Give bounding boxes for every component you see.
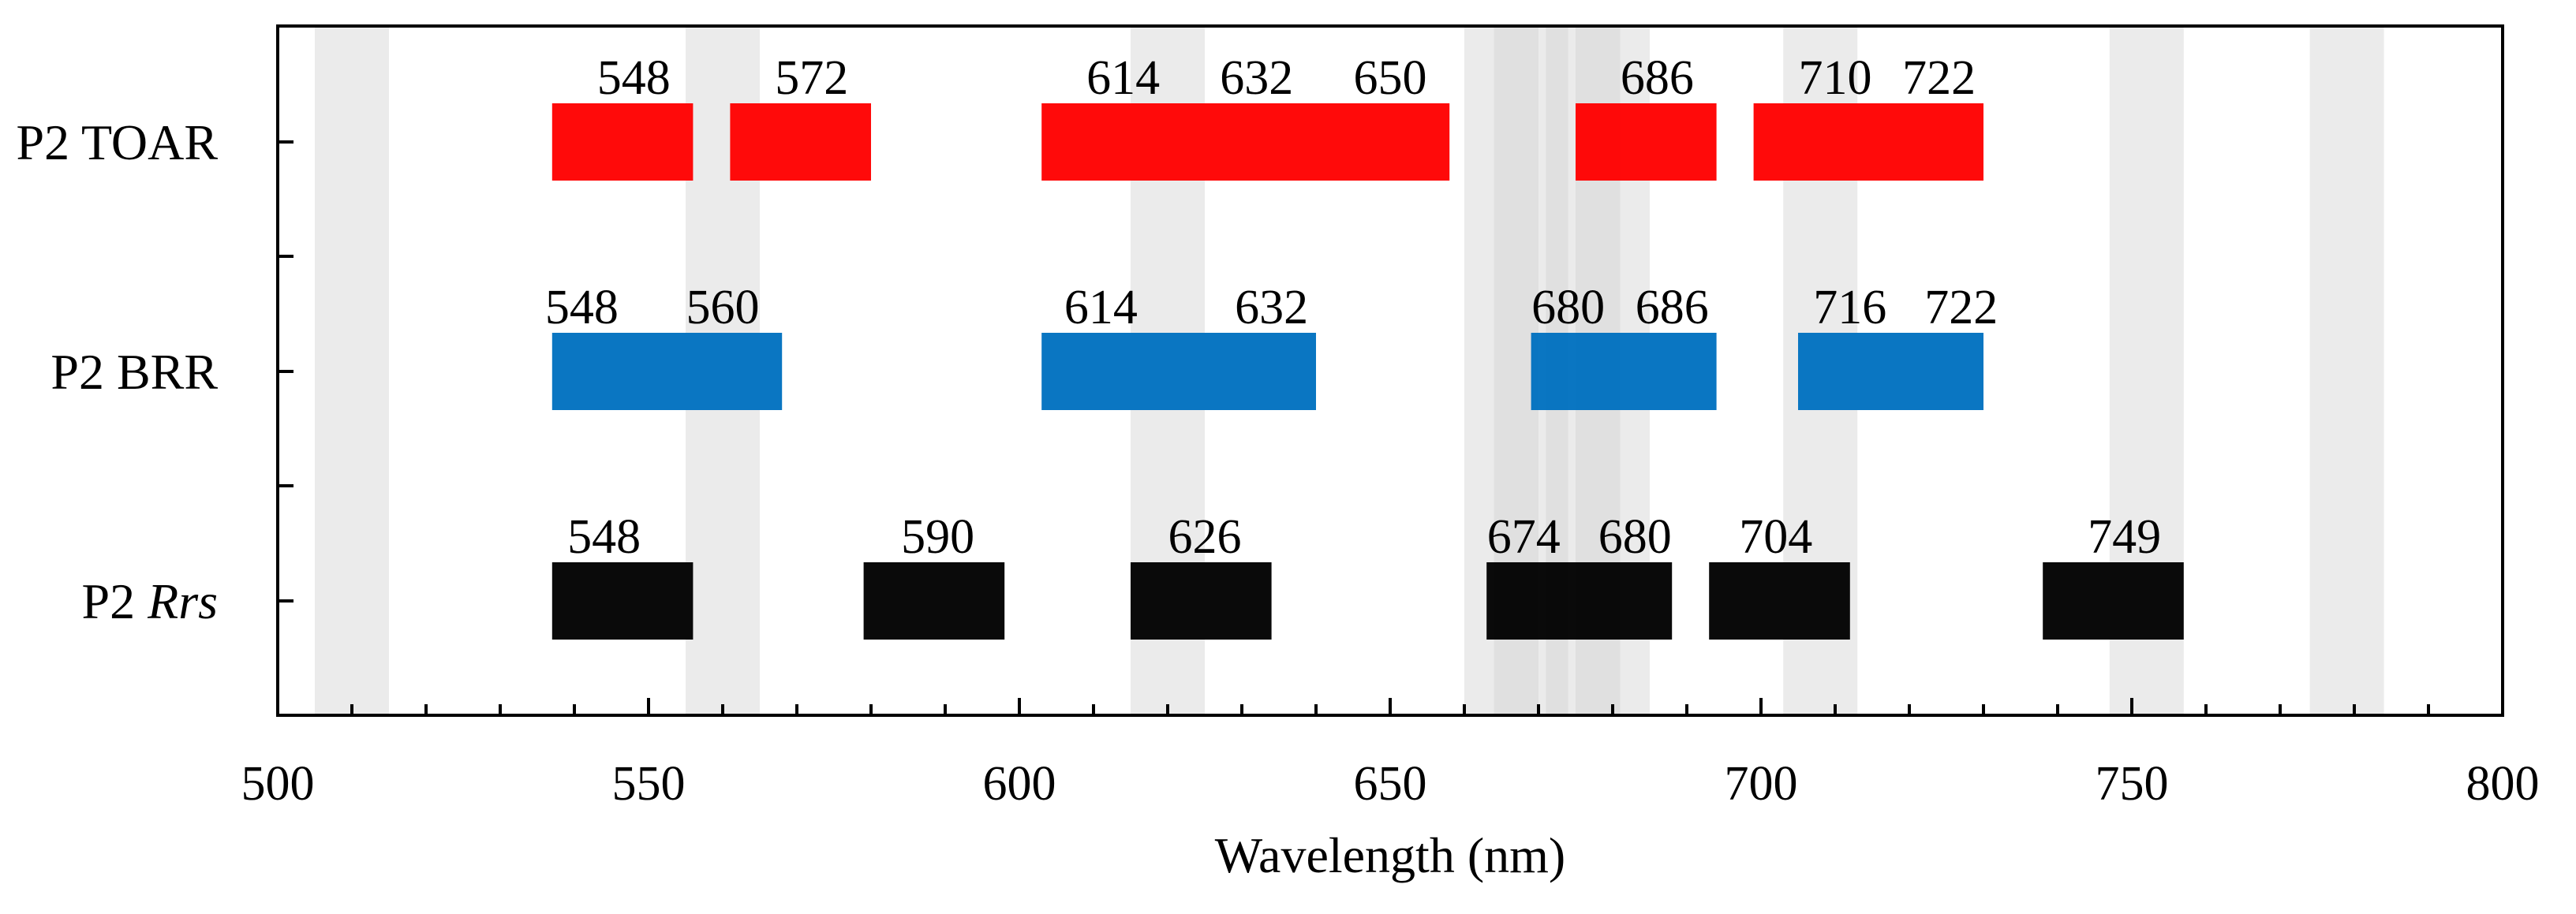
band-label-p2-toar-3: 632	[1220, 51, 1293, 105]
band-label-p2-toar-6: 710	[1799, 51, 1872, 105]
band-label-p2-toar-4: 650	[1354, 51, 1427, 105]
band-label-p2-toar-5: 686	[1621, 51, 1694, 105]
x-tick-label-800: 800	[2466, 757, 2540, 811]
category-label-p2-toar: P2 TOAR	[17, 114, 219, 170]
band-label-p2-rrs-4: 680	[1598, 510, 1672, 564]
x-tick-label-600: 600	[983, 757, 1056, 811]
category-prefix: P2	[82, 573, 148, 629]
bar-p2-rrs-1	[863, 562, 1005, 640]
bar-p2-toar-3	[1576, 103, 1717, 181]
band-label-p2-brr-3: 632	[1235, 281, 1308, 334]
x-tick-label-750: 750	[2096, 757, 2169, 811]
band-label-p2-brr-6: 716	[1813, 281, 1886, 334]
category-label-p2-rrs: P2 Rrs	[82, 573, 219, 629]
bar-p2-rrs-4	[1709, 562, 1850, 640]
bar-p2-toar-4	[1753, 103, 1983, 181]
bar-p2-rrs-0	[551, 562, 694, 640]
category-prefix: P2 BRR	[50, 344, 218, 400]
band-label-p2-toar-7: 722	[1902, 51, 1976, 105]
bar-p2-brr-1	[1041, 333, 1316, 410]
bar-p2-brr-2	[1531, 333, 1717, 410]
band-label-p2-brr-1: 560	[686, 281, 760, 334]
y-axis-categories: P2 TOAR P2 BRR P2 Rrs	[17, 114, 293, 629]
bar-p2-toar-2	[1041, 103, 1450, 181]
band-label-p2-rrs-1: 590	[901, 510, 974, 564]
shaded-band-510	[315, 26, 389, 715]
band-label-p2-toar-2: 614	[1086, 51, 1160, 105]
bar-p2-brr-0	[551, 333, 783, 410]
band-label-p2-brr-4: 680	[1531, 281, 1605, 334]
x-tick-label-700: 700	[1725, 757, 1798, 811]
band-label-p2-toar-0: 548	[597, 51, 671, 105]
band-label-p2-rrs-6: 749	[2088, 510, 2161, 564]
band-label-p2-rrs-2: 626	[1168, 510, 1242, 564]
x-axis-ticks: 500 550 600 650 700 750 800	[241, 698, 2540, 811]
band-label-p2-brr-0: 548	[545, 281, 619, 334]
bar-p2-rrs-3	[1486, 562, 1673, 640]
band-labels: 548 572 614 632 650 686 710 722 548 560 614 632 680 6…	[545, 51, 2161, 564]
band-label-p2-rrs-0: 548	[567, 510, 641, 564]
band-label-p2-rrs-5: 704	[1739, 510, 1812, 564]
band-label-p2-brr-7: 722	[1924, 281, 1998, 334]
bar-p2-toar-0	[551, 103, 694, 181]
band-label-p2-brr-5: 686	[1636, 281, 1709, 334]
category-italic: Rrs	[147, 573, 218, 629]
bar-p2-toar-1	[730, 103, 871, 181]
category-prefix: P2 TOAR	[17, 114, 219, 170]
shaded-band-779	[2309, 26, 2384, 715]
x-tick-label-550: 550	[612, 757, 686, 811]
bar-p2-rrs-5	[2043, 562, 2184, 640]
x-tick-label-500: 500	[241, 757, 315, 811]
x-tick-label-650: 650	[1354, 757, 1427, 811]
bar-p2-brr-3	[1798, 333, 1983, 410]
category-label-p2-brr: P2 BRR	[50, 344, 218, 400]
bar-p2-rrs-2	[1131, 562, 1272, 640]
band-label-p2-rrs-3: 674	[1487, 510, 1561, 564]
band-label-p2-brr-2: 614	[1064, 281, 1138, 334]
band-bars	[551, 103, 2184, 640]
x-axis-label: Wavelength (nm)	[1215, 827, 1565, 883]
band-label-p2-toar-1: 572	[775, 51, 848, 105]
